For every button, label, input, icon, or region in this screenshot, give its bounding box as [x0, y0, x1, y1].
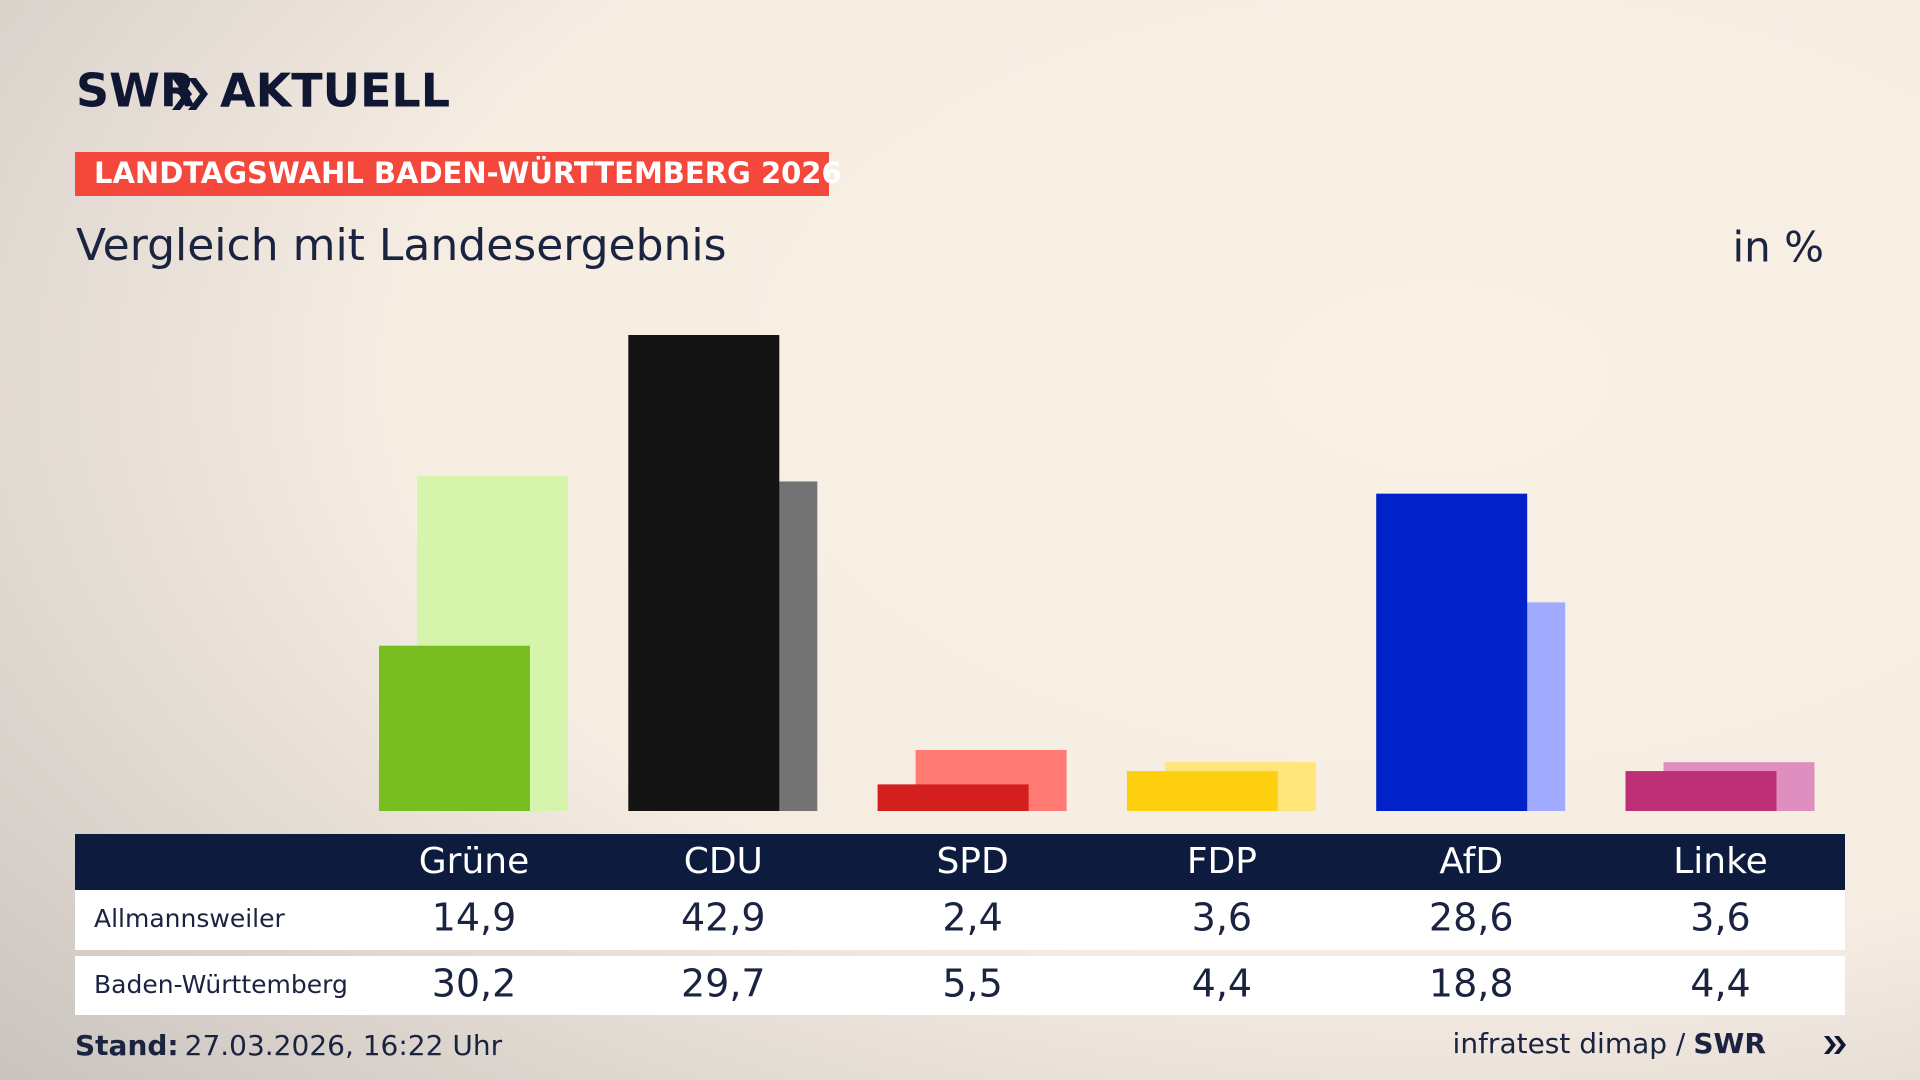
brand-chevrons [172, 78, 208, 110]
row-label: Baden-Württemberg [94, 970, 348, 999]
x-tick-label: CDU [684, 841, 763, 882]
footer-stand: Stand: 27.03.2026, 16:22 Uhr [75, 1029, 503, 1062]
x-tick-label: SPD [936, 841, 1008, 882]
value-label: 2,4 [942, 896, 1002, 940]
value-label: 14,9 [432, 896, 517, 940]
value-label: 4,4 [1690, 962, 1750, 1006]
bar [379, 645, 530, 811]
x-tick-label: Grüne [419, 841, 529, 882]
stand-date: 27.03.2026, 16:22 Uhr [185, 1029, 503, 1062]
stand-label: Stand: [75, 1029, 179, 1062]
value-label: 18,8 [1429, 962, 1514, 1006]
value-label: 4,4 [1192, 962, 1252, 1006]
x-tick-label: AfD [1439, 841, 1503, 882]
product: AKTUELL [220, 64, 450, 118]
source-chevrons [1824, 1036, 1846, 1054]
value-label: 42,9 [681, 896, 766, 940]
value-label: 3,6 [1690, 896, 1750, 940]
table-row [75, 956, 1845, 1015]
kicker: LANDTAGSWAHL BADEN-WÜRTTEMBERG 2026 [94, 156, 842, 190]
value-label: 29,7 [681, 962, 766, 1006]
unit-label: in % [1732, 223, 1824, 272]
footer-source: infratest dimap / SWR [1453, 1027, 1766, 1060]
bar [1376, 493, 1528, 811]
value-label: 5,5 [942, 962, 1002, 1006]
value-label: 30,2 [432, 962, 517, 1006]
bar [877, 784, 1029, 811]
bar [1126, 771, 1278, 811]
value-label: 3,6 [1192, 896, 1252, 940]
x-tick-label: FDP [1187, 841, 1257, 882]
x-tick-label: Linke [1673, 841, 1768, 882]
table-row [75, 890, 1845, 950]
kicker-box [75, 152, 829, 196]
chart-title: Vergleich mit Landesergebnis [76, 220, 727, 271]
source: infratest dimap / [1453, 1027, 1686, 1060]
table-header [75, 834, 1845, 890]
row-label: Allmannsweiler [94, 904, 285, 933]
bar [1625, 771, 1777, 811]
source-brand: SWR [1693, 1027, 1766, 1060]
value-label: 28,6 [1429, 896, 1514, 940]
bar [628, 335, 780, 811]
